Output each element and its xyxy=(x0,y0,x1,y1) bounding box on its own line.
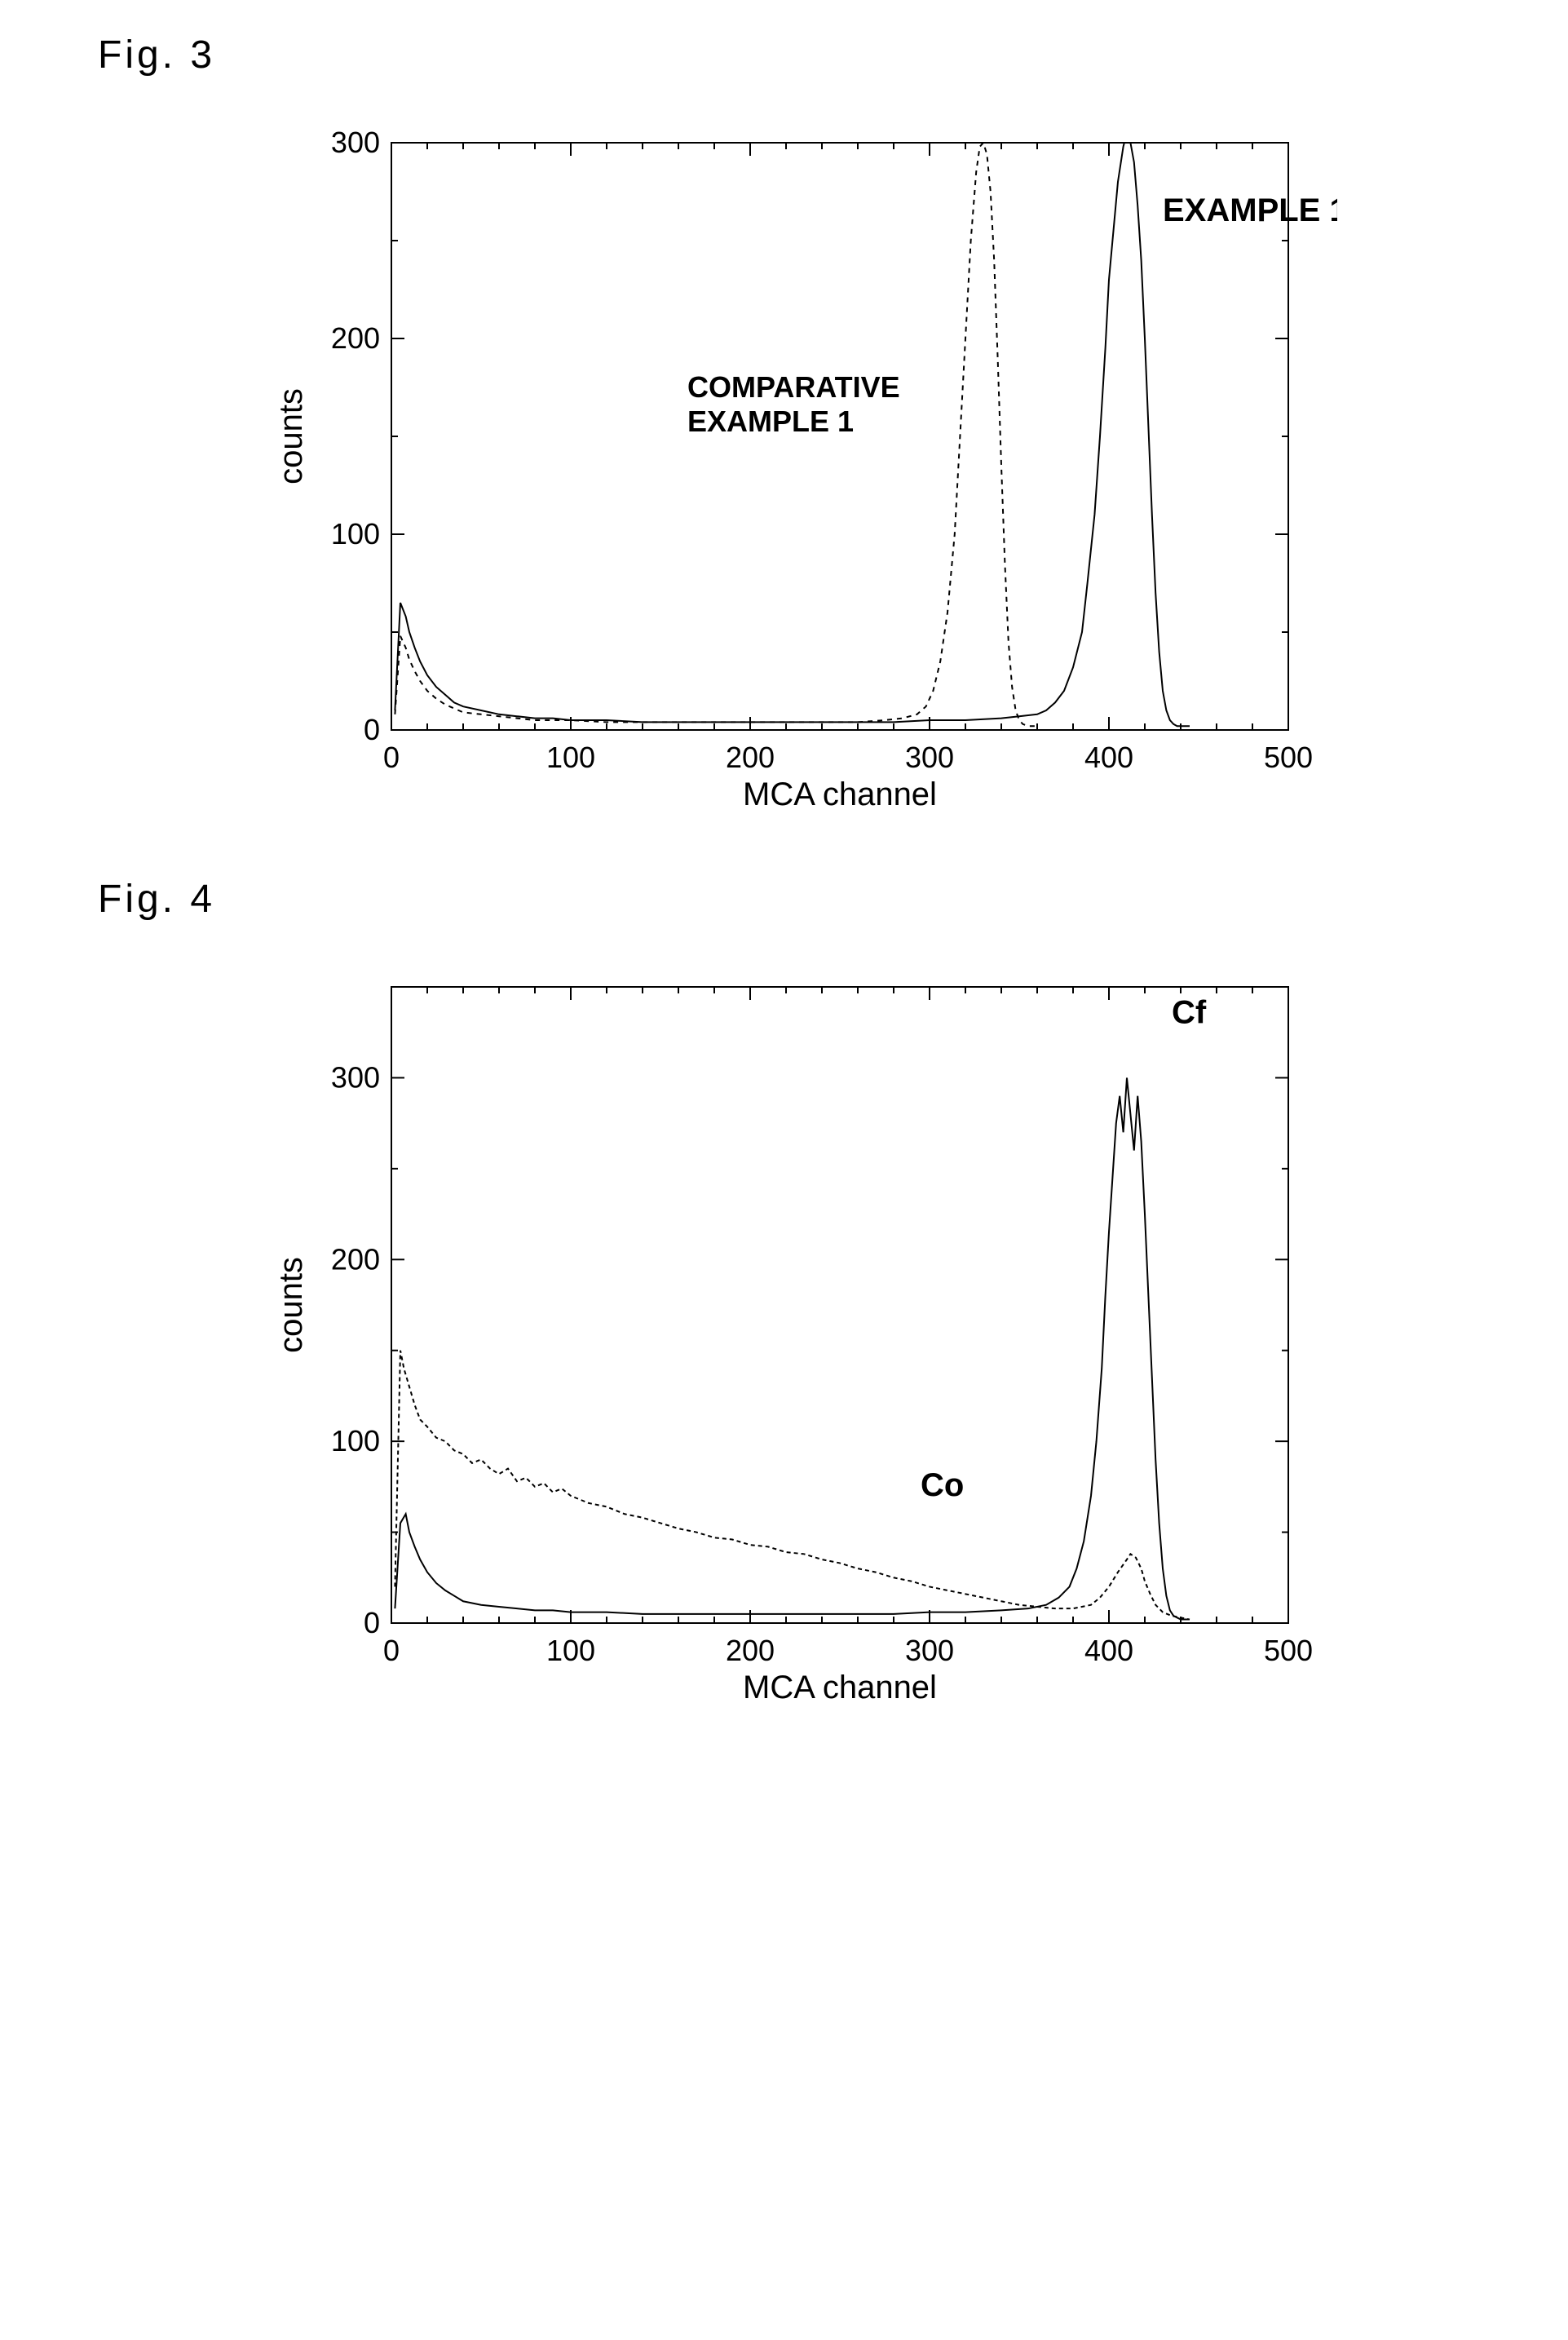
svg-text:500: 500 xyxy=(1264,1634,1313,1667)
svg-text:100: 100 xyxy=(331,1424,380,1458)
fig3-svg: 01002003004005000100200300MCA channelcou… xyxy=(261,110,1337,812)
figure-4-label: Fig. 4 xyxy=(98,877,1535,922)
svg-text:EXAMPLE 1: EXAMPLE 1 xyxy=(1163,192,1337,228)
svg-text:counts: counts xyxy=(273,388,309,484)
svg-text:400: 400 xyxy=(1084,1634,1133,1667)
svg-text:200: 200 xyxy=(331,321,380,355)
figure-4-section: Fig. 4 01002003004005000100200300MCA cha… xyxy=(33,877,1535,1705)
svg-text:300: 300 xyxy=(331,126,380,159)
svg-text:500: 500 xyxy=(1264,741,1313,774)
svg-text:counts: counts xyxy=(273,1257,309,1353)
svg-text:100: 100 xyxy=(546,741,595,774)
figure-3-section: Fig. 3 01002003004005000100200300MCA cha… xyxy=(33,33,1535,812)
svg-text:200: 200 xyxy=(726,1634,775,1667)
svg-text:0: 0 xyxy=(383,1634,400,1667)
svg-text:Cf: Cf xyxy=(1172,995,1207,1031)
svg-text:0: 0 xyxy=(364,1606,380,1639)
svg-text:300: 300 xyxy=(331,1060,380,1094)
figure-3-label: Fig. 3 xyxy=(98,33,1535,77)
svg-text:300: 300 xyxy=(905,1634,954,1667)
svg-text:EXAMPLE 1: EXAMPLE 1 xyxy=(687,405,854,438)
svg-text:MCA channel: MCA channel xyxy=(743,776,937,812)
svg-text:COMPARATIVE: COMPARATIVE xyxy=(687,370,900,404)
svg-text:200: 200 xyxy=(726,741,775,774)
svg-text:200: 200 xyxy=(331,1242,380,1276)
svg-text:MCA channel: MCA channel xyxy=(743,1670,937,1705)
svg-text:0: 0 xyxy=(364,713,380,746)
figure-4-chart: 01002003004005000100200300MCA channelcou… xyxy=(261,954,1535,1705)
svg-text:Co: Co xyxy=(921,1467,964,1503)
fig4-svg: 01002003004005000100200300MCA channelcou… xyxy=(261,954,1337,1705)
svg-text:100: 100 xyxy=(331,517,380,551)
svg-text:400: 400 xyxy=(1084,741,1133,774)
figure-3-chart: 01002003004005000100200300MCA channelcou… xyxy=(261,110,1535,812)
svg-text:100: 100 xyxy=(546,1634,595,1667)
svg-text:0: 0 xyxy=(383,741,400,774)
svg-text:300: 300 xyxy=(905,741,954,774)
